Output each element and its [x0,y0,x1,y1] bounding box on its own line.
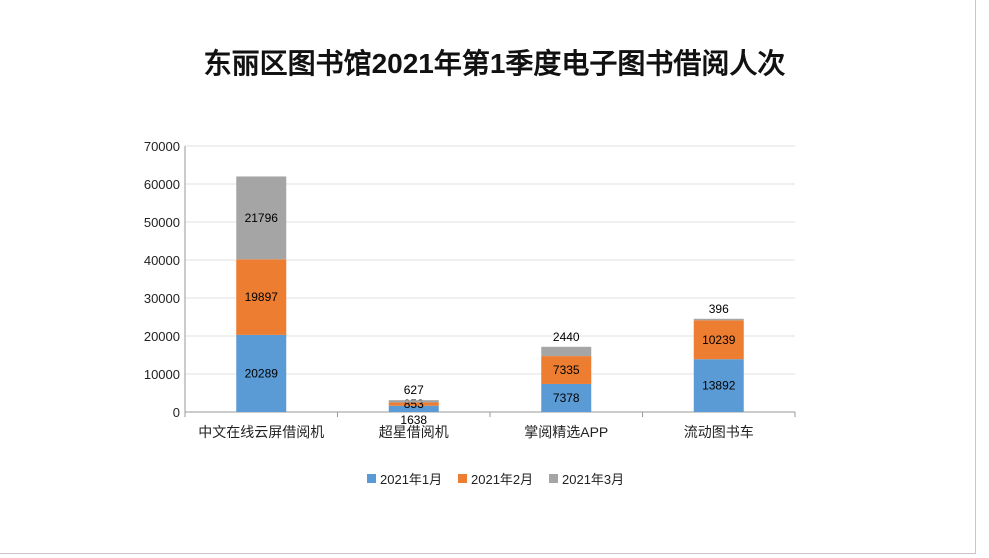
data-label: 396 [709,302,729,316]
data-label: 20289 [245,366,279,380]
legend-label: 2021年2月 [471,472,533,487]
legend-swatch [458,474,467,483]
bar-segment [236,334,287,412]
bar-segment [541,346,592,357]
data-label: 7378 [553,391,580,405]
data-label: 19897 [245,290,279,304]
data-label: 13892 [702,379,736,393]
x-tick-label: 超星借阅机 [379,424,449,440]
bar-segment [388,402,439,406]
y-tick-label: 60000 [144,177,180,192]
bar-segment [236,176,287,260]
y-tick-label: 40000 [144,253,180,268]
chart-title: 东丽区图书馆2021年第1季度电子图书借阅人次 [203,48,786,79]
y-tick-label: 30000 [144,291,180,306]
bar-segment [236,259,287,335]
bar-segment [541,356,592,384]
data-label: 627 [404,383,424,397]
bar-segment [693,320,744,360]
y-tick-label: 10000 [144,367,180,382]
data-label: 21796 [245,211,279,225]
legend-swatch [367,474,376,483]
bar-segment [693,318,744,321]
x-tick-label: 中文在线云屏借阅机 [198,424,324,440]
bar-segment [541,383,592,412]
x-tick-label: 掌阅精选APP [524,424,608,440]
data-label: 1638 [400,413,427,427]
x-tick-label: 流动图书车 [684,424,754,440]
y-tick-label: 50000 [144,215,180,230]
chart-frame [0,0,976,554]
y-tick-label: 20000 [144,329,180,344]
y-tick-label: 70000 [144,139,180,154]
legend-label: 2021年1月 [380,472,442,487]
data-label: 7335 [553,363,580,377]
bar-segment [388,400,439,403]
bar-segment [388,405,439,412]
data-label: 2440 [553,330,580,344]
legend-swatch [549,474,558,483]
data-label: 853 [404,397,424,411]
data-label: 10239 [702,333,736,347]
bar-segment [693,359,744,412]
legend-label: 2021年3月 [562,472,624,487]
y-tick-label: 0 [173,405,180,420]
